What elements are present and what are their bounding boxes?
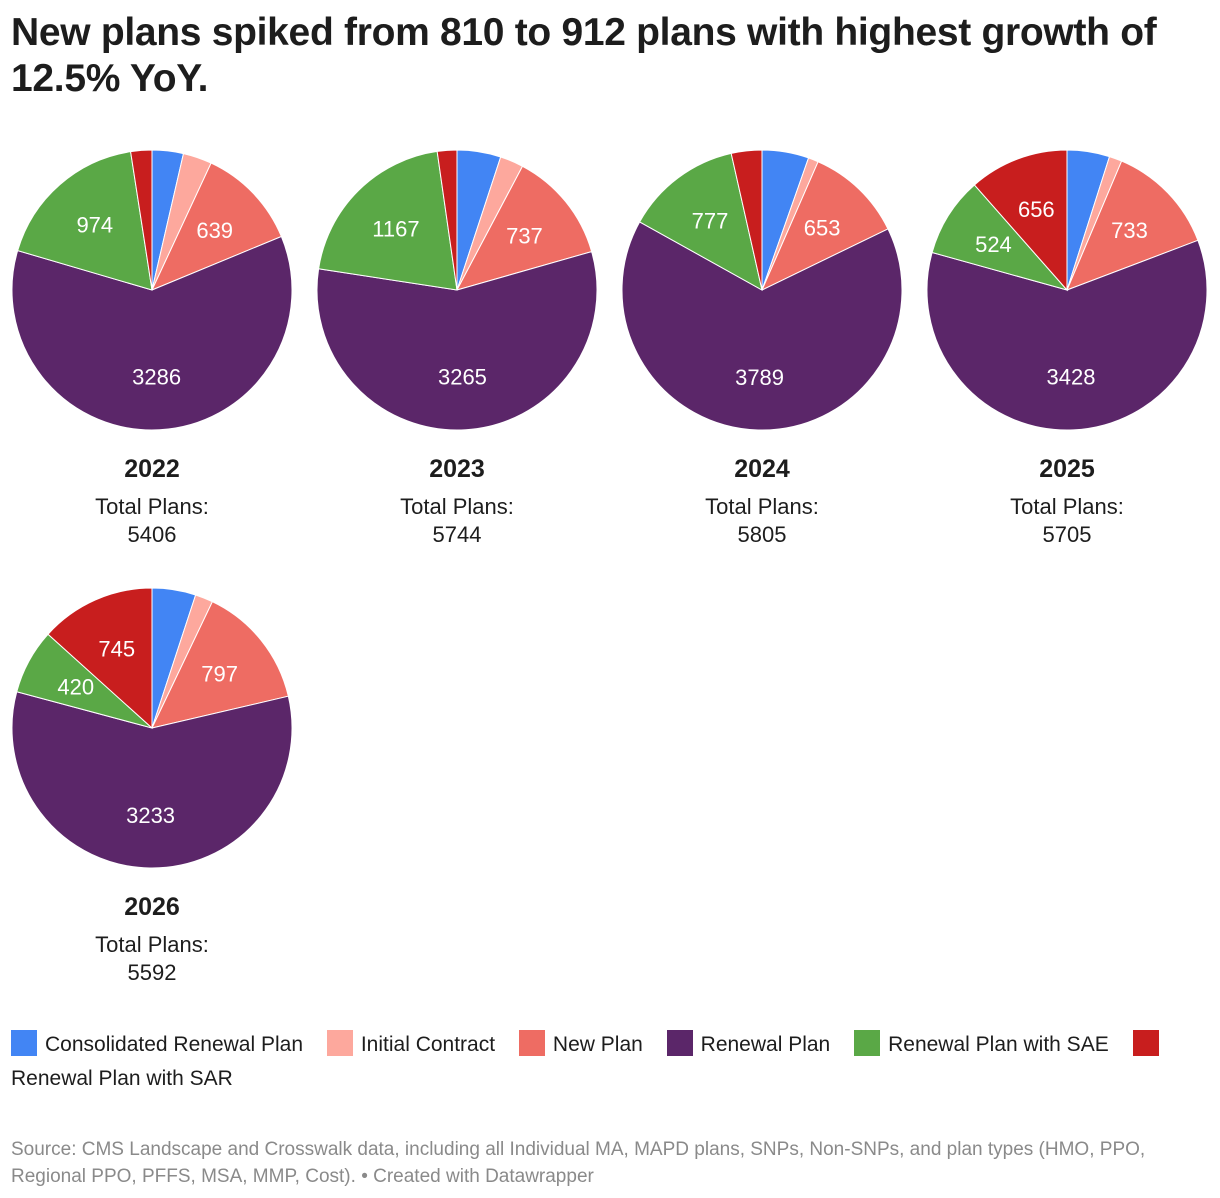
pie-slice <box>11 235 293 431</box>
slice-label: 3233 <box>126 803 175 828</box>
legend-swatch <box>518 1030 545 1056</box>
total-label: Total Plans: <box>400 494 514 519</box>
slice-label: 974 <box>76 213 113 238</box>
slice-label: 3286 <box>132 365 181 390</box>
pie-slice <box>151 162 283 291</box>
legend-label: Renewal Plan with SAE <box>888 1033 1109 1056</box>
pie-2023: 737 3265 1167 2023 Total Plans: 5744 <box>316 149 598 547</box>
total-label: Total Plans: <box>95 494 209 519</box>
pie-year: 2025 <box>1039 455 1095 483</box>
slice-label: 777 <box>692 209 729 234</box>
pie-charts: 639 3286 974 2022 Total Plans: 5406 737 3265 116… <box>11 149 1208 985</box>
pie-slice <box>973 149 1068 292</box>
total-label: Total Plans: <box>705 494 819 519</box>
pie-slice <box>926 239 1208 431</box>
total-value: 5705 <box>1043 522 1092 547</box>
pie-slice <box>456 165 593 291</box>
legend-item: Renewal Plan <box>666 1030 831 1056</box>
slice-label: 653 <box>804 215 841 240</box>
pie-slice <box>638 152 763 291</box>
total-label: Total Plans: <box>95 932 209 957</box>
pie-slice <box>17 151 153 291</box>
pie-slice <box>316 250 598 431</box>
slice-label: 420 <box>57 675 94 700</box>
pie-2024: 653 3789 777 2024 Total Plans: 5805 <box>621 149 903 547</box>
legend-item: New Plan <box>518 1030 643 1056</box>
pie-slice <box>730 149 763 291</box>
legend-item: Initial Contract <box>326 1030 496 1056</box>
source-note: Source: CMS Landscape and Crosswalk data… <box>11 1139 1146 1187</box>
pie-year: 2024 <box>734 455 790 483</box>
legend-label: New Plan <box>552 1033 643 1056</box>
slice-label: 745 <box>98 637 135 662</box>
pie-year: 2022 <box>124 455 180 483</box>
slice-label: 3265 <box>438 365 487 390</box>
total-value: 5744 <box>433 522 482 547</box>
pie-slice <box>318 150 458 291</box>
total-label: Total Plans: <box>1010 494 1124 519</box>
legend-item: Renewal Plan with SAE <box>854 1030 1109 1056</box>
pie-slice <box>1066 160 1199 291</box>
pie-year: 2023 <box>429 455 485 483</box>
pie-slice <box>130 149 153 291</box>
legend-label: Initial Contract <box>360 1033 496 1056</box>
slice-label: 639 <box>196 218 233 243</box>
legend-swatch <box>11 1030 37 1056</box>
total-value: 5406 <box>128 522 177 547</box>
slice-label: 737 <box>506 223 543 248</box>
chart-title: New plans spiked from 810 to 912 plans w… <box>11 11 1157 100</box>
slice-label: 1167 <box>372 216 419 241</box>
legend-swatch <box>854 1030 881 1056</box>
legend-item: Consolidated Renewal Plan <box>11 1030 303 1056</box>
pie-2022: 639 3286 974 2022 Total Plans: 5406 <box>11 149 293 547</box>
pie-slice <box>436 149 458 291</box>
pie-slice <box>11 691 293 869</box>
legend-swatch <box>326 1030 353 1056</box>
pie-slice <box>621 221 903 431</box>
slice-label: 524 <box>975 232 1012 257</box>
legend-swatch <box>1132 1030 1159 1056</box>
total-value: 5592 <box>128 960 177 985</box>
pie-slice <box>151 601 289 729</box>
total-value: 5805 <box>738 522 787 547</box>
pie-slice <box>931 184 1069 291</box>
legend-label: Renewal Plan with SAR <box>11 1067 233 1090</box>
slice-label: 656 <box>1018 197 1055 222</box>
legend-label: Renewal Plan <box>700 1033 831 1056</box>
slice-label: 3428 <box>1046 365 1095 390</box>
legend: Consolidated Renewal Plan Initial Contra… <box>11 1028 1191 1096</box>
pie-slice <box>47 587 153 730</box>
slice-label: 733 <box>1111 218 1148 243</box>
legend-item: Renewal Plan with SAR <box>11 1030 1167 1090</box>
pie-year: 2026 <box>124 893 180 921</box>
slice-label: 797 <box>201 662 238 687</box>
legend-swatch <box>666 1030 693 1056</box>
pie-slice <box>760 161 889 292</box>
slice-label: 3789 <box>735 365 784 390</box>
legend-label: Consolidated Renewal Plan <box>45 1033 303 1056</box>
